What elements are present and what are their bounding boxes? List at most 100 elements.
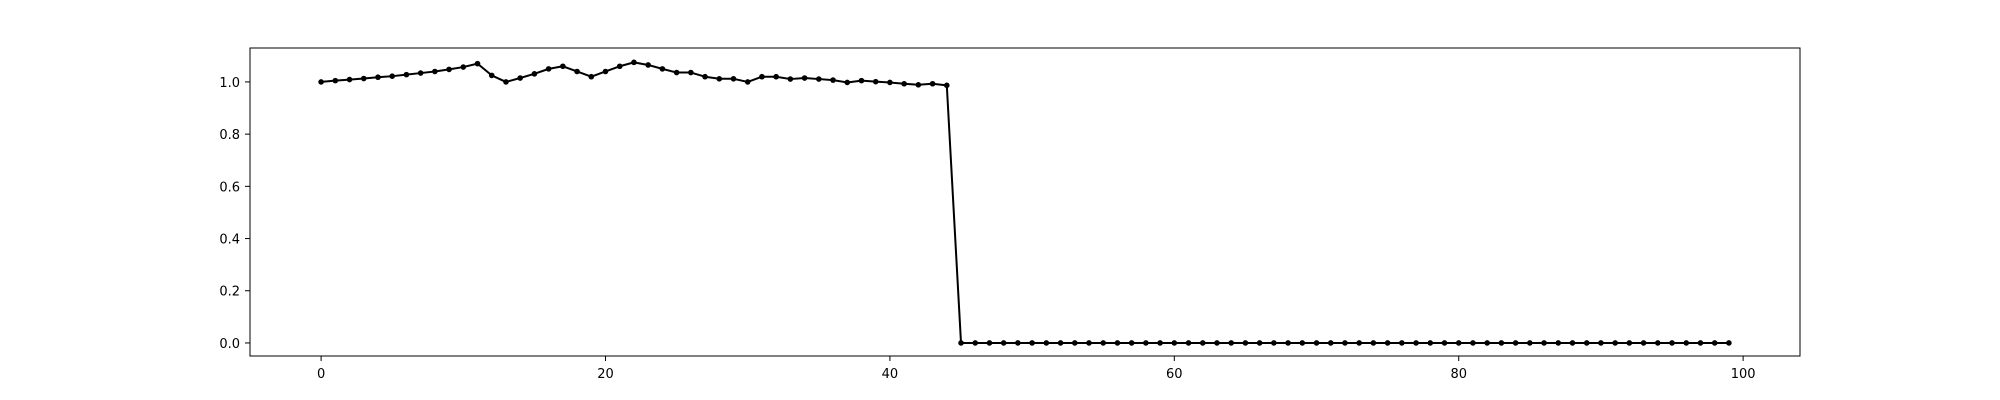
data-point	[432, 68, 438, 75]
data-point	[1015, 340, 1021, 346]
data-point	[1441, 340, 1448, 346]
data-point	[488, 72, 495, 79]
data-point	[318, 79, 324, 85]
data-point	[1171, 340, 1178, 346]
data-point	[1612, 340, 1618, 346]
data-point	[1143, 340, 1149, 346]
x-tick-label: 20	[597, 367, 614, 382]
data-point	[1157, 340, 1163, 346]
data-point	[872, 78, 879, 85]
data-point	[673, 69, 680, 76]
data-point	[446, 66, 452, 73]
data-point	[1555, 340, 1562, 346]
data-point	[517, 75, 523, 81]
data-point	[1071, 340, 1078, 346]
data-point	[801, 75, 808, 81]
data-point	[1342, 340, 1348, 346]
y-tick-label: 1.0	[219, 76, 240, 91]
data-point	[1114, 340, 1121, 346]
data-point	[460, 64, 467, 70]
data-point	[1057, 340, 1064, 346]
data-point	[1384, 340, 1391, 346]
data-point	[816, 76, 822, 82]
y-tick-label: 0.6	[219, 180, 240, 195]
data-point	[744, 79, 751, 85]
data-point	[1086, 340, 1092, 346]
data-point	[503, 79, 509, 85]
y-tick-label: 0.8	[219, 128, 240, 143]
data-point	[702, 73, 708, 80]
data-point	[574, 68, 580, 75]
data-point	[1711, 340, 1718, 346]
data-point	[887, 79, 893, 86]
data-point	[1214, 340, 1220, 346]
data-point	[759, 73, 765, 80]
data-point	[858, 77, 865, 84]
data-point	[773, 73, 779, 80]
data-point	[1640, 340, 1647, 346]
data-point	[389, 73, 396, 79]
data-point	[1299, 340, 1306, 346]
data-point	[1512, 340, 1519, 346]
data-point	[631, 59, 637, 66]
data-point	[830, 77, 836, 83]
data-point	[602, 68, 609, 75]
data-point	[1470, 340, 1476, 346]
x-axis-ticks: 0 20 40 60 80 100	[317, 356, 1756, 382]
y-tick-label: 0.0	[219, 337, 240, 352]
data-point	[531, 71, 538, 77]
data-point	[1569, 340, 1576, 346]
x-tick-label: 40	[882, 367, 899, 382]
data-point	[1242, 340, 1249, 346]
data-point	[986, 340, 993, 346]
data-point	[1583, 340, 1590, 346]
series-line	[321, 61, 1729, 344]
data-point	[1626, 340, 1633, 346]
data-point	[332, 77, 339, 84]
data-point	[645, 62, 651, 68]
data-point	[1370, 340, 1377, 346]
data-point	[1271, 340, 1277, 346]
x-tick-label: 60	[1166, 367, 1183, 382]
x-tick-label: 80	[1450, 367, 1467, 382]
data-point	[716, 76, 723, 82]
data-point	[787, 76, 794, 82]
data-point	[474, 60, 481, 67]
data-point	[1598, 340, 1604, 346]
data-point	[1697, 340, 1704, 346]
data-point	[929, 80, 936, 87]
data-point	[1228, 340, 1234, 346]
data-point	[1185, 340, 1192, 346]
data-point	[616, 63, 623, 70]
data-point	[688, 69, 694, 76]
data-point	[1683, 340, 1690, 346]
data-point	[1100, 340, 1107, 346]
data-point	[375, 74, 381, 81]
data-point	[958, 340, 964, 346]
data-point	[1399, 340, 1405, 346]
data-point	[1043, 340, 1050, 346]
data-point	[1356, 340, 1362, 346]
data-point	[1427, 340, 1434, 346]
data-point	[1285, 340, 1291, 346]
data-point	[1413, 340, 1419, 346]
data-point	[1128, 340, 1135, 346]
data-point	[1541, 340, 1547, 346]
plot-frame	[249, 47, 1801, 357]
data-point	[403, 71, 410, 78]
data-point	[1484, 340, 1490, 346]
data-point	[1455, 340, 1462, 346]
data-point	[360, 75, 367, 82]
y-axis-ticks: 0.0 0.2 0.4 0.6 0.8 1.0	[219, 76, 250, 352]
data-point	[1498, 340, 1505, 346]
series-layer	[318, 59, 1732, 346]
data-point	[730, 76, 737, 82]
data-point	[1000, 340, 1007, 346]
data-point	[588, 73, 595, 80]
data-point	[1527, 340, 1533, 346]
y-tick-label: 0.4	[219, 233, 240, 248]
x-tick-label: 0	[317, 367, 325, 382]
data-point	[1655, 340, 1661, 346]
data-point	[972, 340, 979, 346]
